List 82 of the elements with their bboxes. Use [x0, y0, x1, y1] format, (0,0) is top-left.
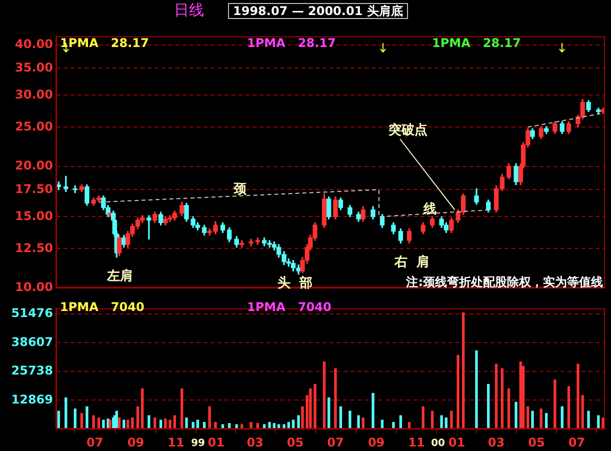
y-tick-label: 35.00: [15, 60, 53, 74]
bar: [301, 406, 304, 429]
bar: [208, 406, 211, 429]
bar: [587, 410, 590, 429]
y-tick-label: 25.00: [15, 119, 53, 134]
x-tick-label: 07: [327, 435, 344, 450]
bar: [86, 406, 88, 429]
bar: [576, 364, 580, 429]
bar: [531, 410, 534, 429]
annotation: 右 肩: [393, 254, 430, 270]
bar: [141, 388, 144, 429]
x-tick-label: 11: [408, 435, 425, 450]
bar: [348, 410, 352, 429]
bar: [494, 364, 498, 429]
y-tick-label: 25738: [11, 364, 53, 378]
bar: [450, 410, 453, 429]
bar: [540, 408, 542, 429]
y-tick-label: 12869: [11, 392, 53, 406]
bar: [185, 417, 188, 429]
bar: [581, 395, 584, 429]
bar: [514, 402, 518, 429]
x-tick-label: 05: [528, 435, 545, 450]
bar: [168, 420, 172, 429]
annotation: 1PMA 28.17: [432, 36, 521, 50]
bar: [328, 397, 330, 429]
annotation: 注:颈线弯折处配股除权，实为等值线: [405, 275, 603, 289]
bar: [282, 424, 286, 429]
x-tick-label: 05: [286, 435, 304, 450]
bar: [92, 415, 95, 429]
y-tick-label: 17.50: [15, 182, 53, 196]
bar: [500, 368, 504, 429]
bar: [214, 422, 217, 429]
bar: [440, 415, 443, 429]
text: 00: [431, 438, 446, 449]
bar: [507, 388, 510, 429]
annotation: 1PMA 28.17: [60, 36, 149, 50]
y-tick-label: 40.00: [15, 36, 53, 51]
bar: [475, 350, 478, 429]
x-tick-label: 09: [127, 435, 144, 450]
bar: [357, 415, 360, 429]
bar: [309, 388, 312, 429]
x-tick-label: 01: [448, 435, 466, 450]
bar: [322, 362, 326, 429]
y-tick-label: 15.00: [15, 208, 53, 223]
bar: [554, 379, 556, 429]
bar: [268, 422, 271, 429]
annotation: 左肩: [106, 268, 133, 284]
y-tick-label: 12.50: [15, 240, 53, 255]
y-tick-label: 10.00: [15, 280, 53, 294]
bar: [314, 384, 316, 429]
x-tick-label: 01: [208, 435, 225, 450]
annotation: 1PMA 28.17: [247, 36, 336, 50]
x-tick-label: 09: [368, 435, 385, 450]
x-tick-label: 07: [568, 435, 586, 450]
bar: [456, 354, 460, 429]
annotation: 颈: [232, 182, 248, 197]
x-tick-label: 11: [168, 435, 184, 450]
y-tick-label: 51476: [11, 306, 53, 320]
bar: [334, 368, 337, 429]
bar: [131, 417, 134, 429]
bar: [392, 422, 395, 429]
chart-title: 1998.07 — 2000.01 头肩底: [228, 3, 408, 19]
bar: [64, 397, 68, 429]
x-tick-label: 07: [86, 435, 104, 450]
x-tick-label: 03: [488, 435, 505, 450]
text: 99: [191, 438, 206, 449]
chart-subtitle: 日线: [174, 1, 204, 20]
bar: [567, 386, 570, 429]
candlestick: [146, 215, 152, 240]
bar: [487, 384, 490, 429]
bar: [519, 362, 522, 429]
y-tick-label: 20.00: [15, 158, 53, 172]
annotation: 线: [422, 202, 436, 217]
bar: [462, 312, 465, 429]
y-tick-label: 30.00: [15, 87, 53, 102]
bar: [180, 388, 184, 429]
x-tick-label: 03: [246, 435, 264, 450]
annotation: 突破点: [388, 122, 428, 138]
bar: [297, 415, 300, 429]
y-tick-label: 38607: [11, 334, 53, 349]
bar: [148, 415, 150, 429]
bar: [372, 392, 374, 429]
